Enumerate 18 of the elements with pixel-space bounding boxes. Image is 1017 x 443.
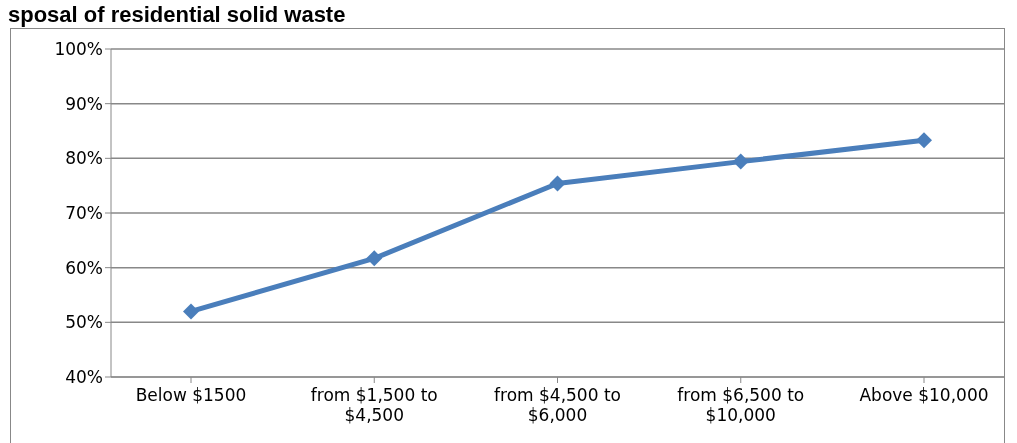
point [183, 303, 199, 320]
y-tick-label: 90% [65, 93, 103, 114]
x-tick-label: from $1,500 to $4,500 [310, 385, 438, 425]
y-tick-label: 40% [65, 367, 103, 388]
x-tick-label: from $4,500 to $6,000 [494, 385, 621, 425]
point [366, 250, 383, 267]
chart-title: sposal of residential solid waste [8, 2, 346, 28]
y-tick-label: 60% [65, 257, 103, 278]
x-tick-label: from $6,500 to $10,000 [677, 385, 805, 425]
y-tick-label: 50% [65, 312, 103, 333]
point [732, 153, 749, 170]
x-tick-label: Above $10,000 [859, 385, 989, 405]
y-tick-label: 100% [54, 39, 103, 60]
y-tick-label: 70% [65, 203, 103, 224]
x-tick-label: Below $1500 [135, 385, 247, 405]
point [916, 132, 932, 149]
point [549, 175, 566, 192]
y-tick-label: 80% [65, 148, 103, 169]
